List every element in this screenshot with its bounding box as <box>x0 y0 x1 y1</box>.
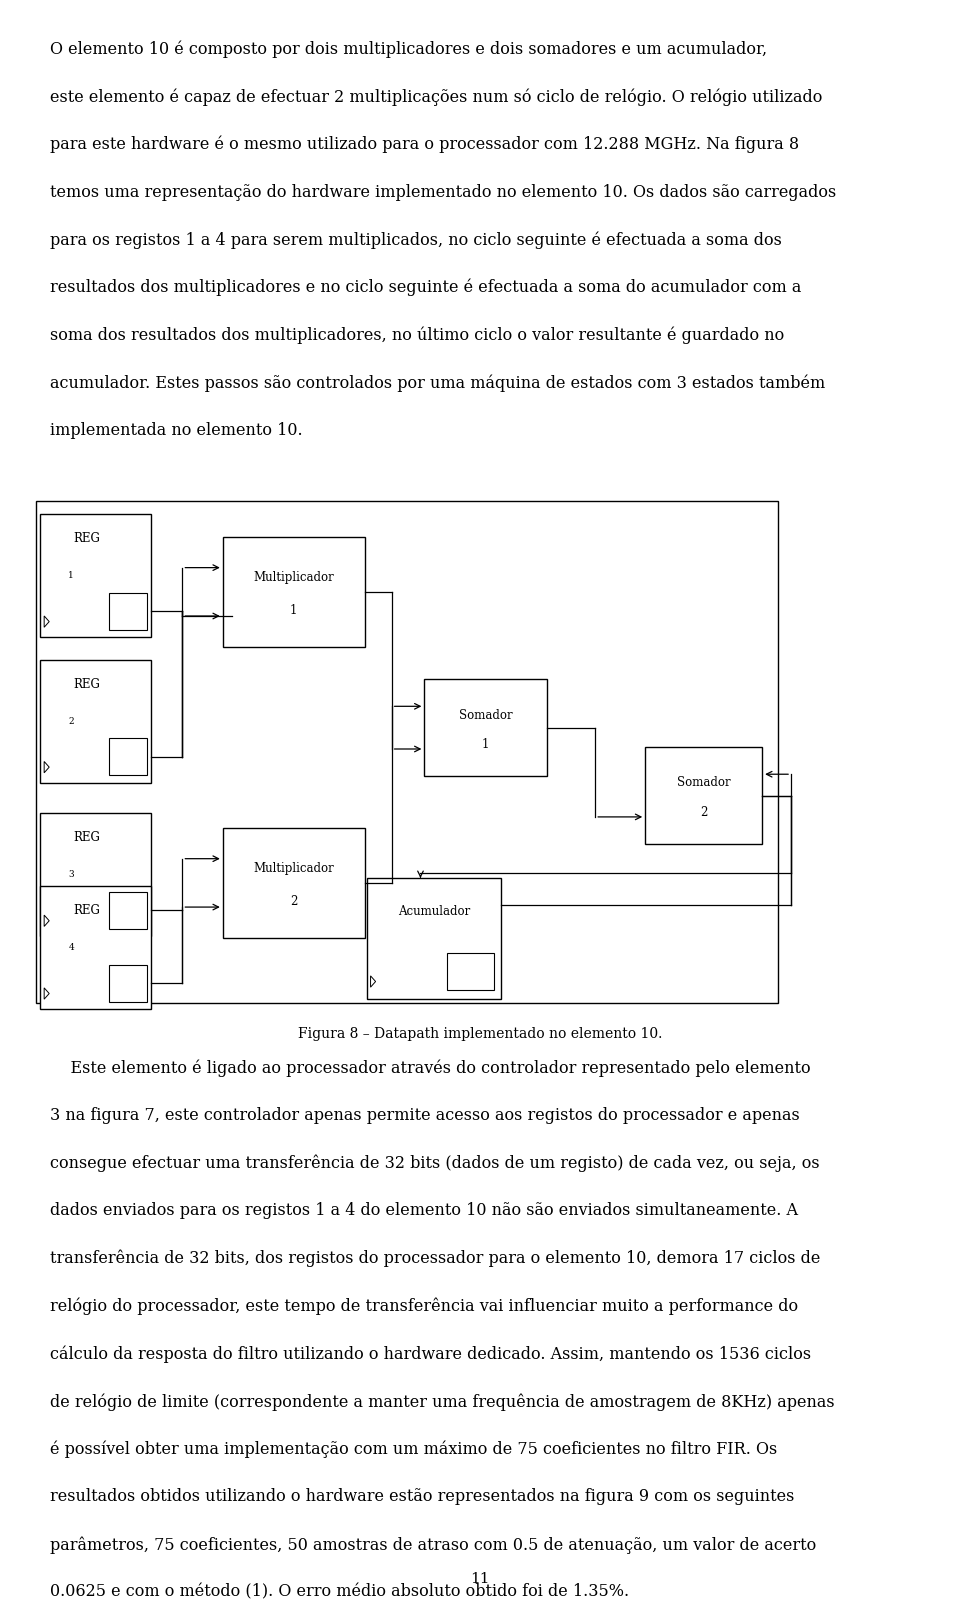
Text: 0.0625 e com o método (1). O erro médio absoluto obtido foi de 1.35%.: 0.0625 e com o método (1). O erro médio … <box>50 1585 629 1601</box>
Bar <box>108 593 148 629</box>
Bar <box>40 886 151 1009</box>
Text: 1: 1 <box>290 605 298 618</box>
Bar <box>40 660 151 783</box>
Text: transferência de 32 bits, dos registos do processador para o elemento 10, demora: transferência de 32 bits, dos registos d… <box>50 1250 820 1268</box>
Text: 4: 4 <box>68 943 74 952</box>
Text: Este elemento é ligado ao processador através do controlador representado pelo e: Este elemento é ligado ao processador at… <box>50 1059 810 1077</box>
Bar <box>367 878 501 999</box>
Bar <box>108 739 148 775</box>
Text: parâmetros, 75 coeficientes, 50 amostras de atraso com 0.5 de atenuação, um valo: parâmetros, 75 coeficientes, 50 amostras… <box>50 1536 816 1554</box>
Text: 1: 1 <box>68 571 74 581</box>
Text: O: O <box>127 750 134 760</box>
Text: cálculo da resposta do filtro utilizando o hardware dedicado. Assim, mantendo os: cálculo da resposta do filtro utilizando… <box>50 1345 811 1363</box>
Text: 3 na figura 7, este controlador apenas permite acesso aos registos do processado: 3 na figura 7, este controlador apenas p… <box>50 1106 800 1124</box>
Text: Figura 8 – Datapath implementado no elemento 10.: Figura 8 – Datapath implementado no elem… <box>298 1027 662 1041</box>
Text: implementada no elemento 10.: implementada no elemento 10. <box>50 422 302 440</box>
Text: O: O <box>127 904 134 914</box>
Text: 1: 1 <box>482 737 490 750</box>
Text: Somador: Somador <box>677 776 731 789</box>
Bar <box>108 893 148 928</box>
Text: REG: REG <box>73 678 100 690</box>
Text: Multiplicador: Multiplicador <box>253 571 334 584</box>
Bar <box>645 747 762 844</box>
Text: O: O <box>127 605 134 614</box>
Text: REG: REG <box>73 831 100 844</box>
Text: O: O <box>470 960 478 970</box>
Text: O: O <box>127 977 134 986</box>
Text: temos uma representação do hardware implementado no elemento 10. Os dados são ca: temos uma representação do hardware impl… <box>50 183 836 201</box>
Bar <box>424 679 547 776</box>
Text: de relógio de limite (correspondente a manter uma frequência de amostragem de 8K: de relógio de limite (correspondente a m… <box>50 1394 834 1410</box>
Text: resultados obtidos utilizando o hardware estão representados na figura 9 com os : resultados obtidos utilizando o hardware… <box>50 1488 794 1505</box>
Bar <box>36 501 778 1003</box>
Text: 11: 11 <box>470 1572 490 1586</box>
Bar <box>223 537 365 647</box>
Bar <box>223 828 365 938</box>
Text: 2: 2 <box>700 805 708 818</box>
Text: Multiplicador: Multiplicador <box>253 862 334 875</box>
Bar <box>447 952 494 990</box>
Text: O elemento 10 é composto por dois multiplicadores e dois somadores e um acumulad: O elemento 10 é composto por dois multip… <box>50 40 767 58</box>
Bar <box>108 965 148 1001</box>
Text: soma dos resultados dos multiplicadores, no último ciclo o valor resultante é gu: soma dos resultados dos multiplicadores,… <box>50 327 784 344</box>
Text: para este hardware é o mesmo utilizado para o processador com 12.288 MGHz. Na fi: para este hardware é o mesmo utilizado p… <box>50 136 799 154</box>
Bar <box>40 813 151 936</box>
Text: consegue efectuar uma transferência de 32 bits (dados de um registo) de cada vez: consegue efectuar uma transferência de 3… <box>50 1155 820 1172</box>
Text: 2: 2 <box>68 716 74 726</box>
Text: 3: 3 <box>68 870 74 880</box>
Bar <box>40 514 151 637</box>
Text: relógio do processador, este tempo de transferência vai influenciar muito a perf: relógio do processador, este tempo de tr… <box>50 1297 798 1315</box>
Text: Somador: Somador <box>459 708 513 721</box>
Text: REG: REG <box>73 532 100 545</box>
Text: Acumulador: Acumulador <box>397 906 470 918</box>
Text: este elemento é capaz de efectuar 2 multiplicações num só ciclo de relógio. O re: este elemento é capaz de efectuar 2 mult… <box>50 87 823 105</box>
Text: para os registos 1 a 4 para serem multiplicados, no ciclo seguinte é efectuada a: para os registos 1 a 4 para serem multip… <box>50 231 781 249</box>
Text: resultados dos multiplicadores e no ciclo seguinte é efectuada a soma do acumula: resultados dos multiplicadores e no cicl… <box>50 278 802 296</box>
Text: dados enviados para os registos 1 a 4 do elemento 10 não são enviados simultanea: dados enviados para os registos 1 a 4 do… <box>50 1203 798 1219</box>
Text: 2: 2 <box>290 896 298 909</box>
Text: é possível obter uma implementação com um máximo de 75 coeficientes no filtro FI: é possível obter uma implementação com u… <box>50 1441 778 1459</box>
Text: REG: REG <box>73 904 100 917</box>
Text: acumulador. Estes passos são controlados por uma máquina de estados com 3 estado: acumulador. Estes passos são controlados… <box>50 375 826 391</box>
